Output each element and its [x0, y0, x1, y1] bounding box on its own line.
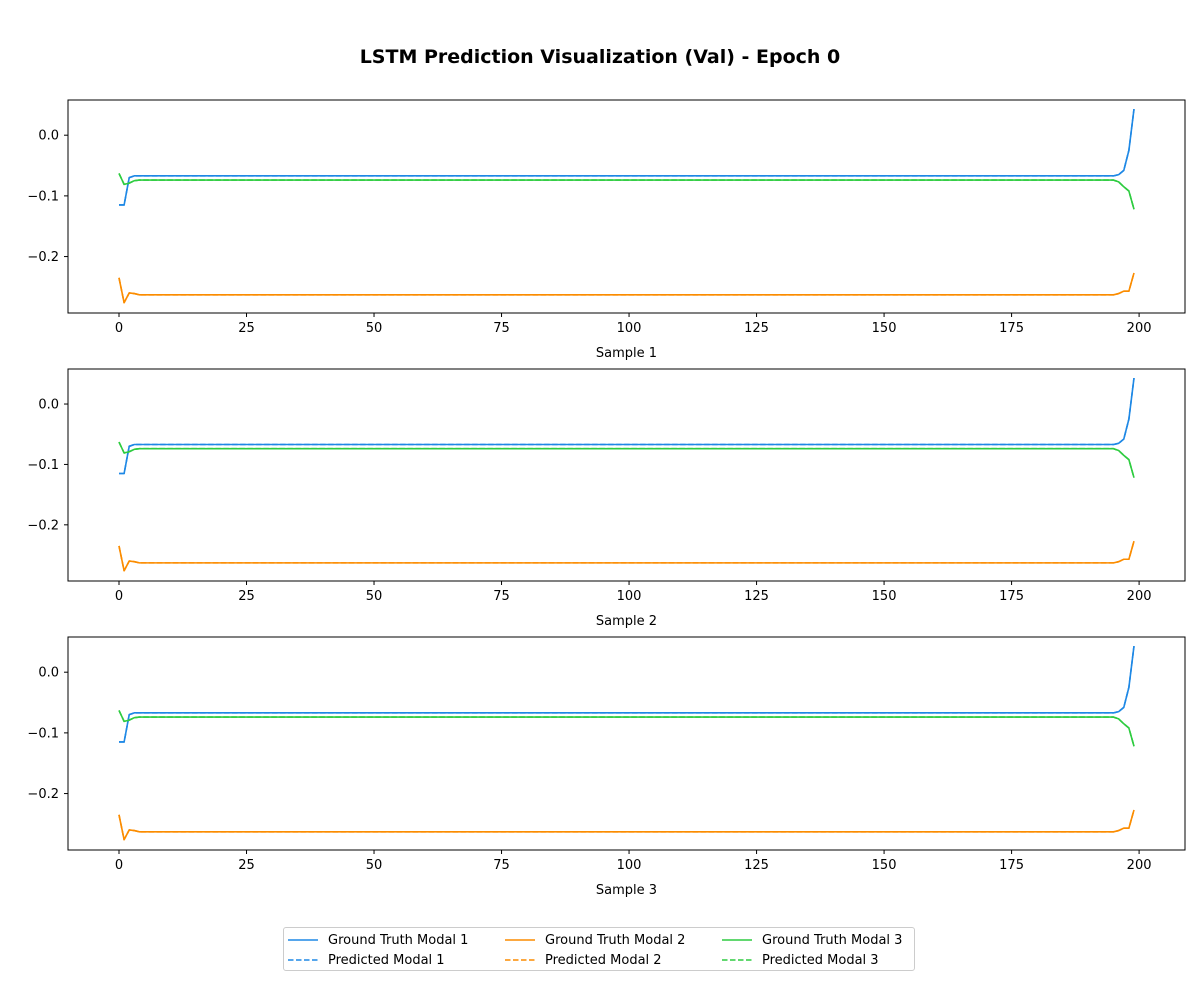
y-tick-label: −0.1: [27, 189, 59, 204]
x-axis-label: Sample 2: [596, 614, 657, 629]
x-tick-label: 25: [238, 858, 255, 873]
series-line-ground-truth-modal-1: [119, 646, 1135, 743]
chart-legend: Ground Truth Modal 1 Ground Truth Modal 2…: [283, 927, 915, 971]
y-tick-label: 0.0: [38, 666, 59, 681]
x-tick-label: 150: [872, 858, 897, 873]
x-tick-label: 100: [617, 589, 642, 604]
series-line-predicted-modal-2: [118, 272, 1135, 304]
x-axis-label: Sample 3: [596, 883, 657, 898]
x-tick-label: 75: [493, 858, 510, 873]
series-line-ground-truth-modal-1: [119, 377, 1135, 475]
y-tick-label: −0.2: [27, 250, 59, 265]
series-line-predicted-modal-3: [118, 710, 1135, 747]
x-tick-label: 200: [1127, 858, 1152, 873]
legend-label: Ground Truth Modal 1: [328, 932, 469, 948]
legend-line-swatch-icon: [288, 955, 318, 965]
x-tick-label: 150: [872, 321, 897, 336]
legend-line-swatch-icon: [288, 935, 318, 945]
figure-title: LSTM Prediction Visualization (Val) - Ep…: [359, 46, 841, 68]
x-tick-label: 100: [617, 858, 642, 873]
x-tick-label: 125: [744, 321, 769, 336]
legend-label: Ground Truth Modal 3: [762, 932, 903, 948]
plot-frame: [67, 99, 1186, 314]
y-tick-label: −0.1: [27, 726, 59, 741]
subplot-3: 0 25 50 75 100 125 150 175 200 −0.2 −0.1 0.0 Sample …: [27, 636, 1186, 898]
legend-item: Predicted Modal 3: [722, 950, 922, 970]
legend-line-swatch-icon: [505, 955, 535, 965]
legend-item: Predicted Modal 2: [505, 950, 722, 970]
x-tick-label: 25: [238, 321, 255, 336]
x-tick-label: 100: [617, 321, 642, 336]
legend-label: Predicted Modal 3: [762, 952, 879, 968]
legend-label: Predicted Modal 1: [328, 952, 445, 968]
legend-item: Ground Truth Modal 2: [505, 930, 722, 950]
series-line-predicted-modal-1: [119, 377, 1135, 475]
y-tick-label: −0.1: [27, 458, 59, 473]
series-line-predicted-modal-1: [119, 646, 1135, 743]
legend-item: Ground Truth Modal 1: [288, 930, 505, 950]
y-tick-label: 0.0: [38, 129, 59, 144]
x-tick-label: 150: [872, 589, 897, 604]
legend-item: Ground Truth Modal 3: [722, 930, 922, 950]
series-line-predicted-modal-3: [118, 173, 1135, 210]
legend-line-swatch-icon: [722, 935, 752, 945]
legend-label: Predicted Modal 2: [545, 952, 662, 968]
y-tick-label: −0.2: [27, 787, 59, 802]
x-tick-label: 125: [744, 589, 769, 604]
series-line-predicted-modal-1: [119, 109, 1135, 206]
x-tick-label: 25: [238, 589, 255, 604]
subplot-1: 0 25 50 75 100 125 150 175 200 −0.2 −0.1 0.0 Sample …: [27, 99, 1186, 361]
plot-frame: [67, 368, 1186, 582]
x-tick-label: 75: [493, 321, 510, 336]
x-tick-label: 0: [115, 589, 123, 604]
x-tick-label: 50: [366, 589, 383, 604]
x-tick-label: 175: [999, 858, 1024, 873]
series-line-predicted-modal-3: [118, 441, 1135, 478]
x-tick-label: 50: [366, 321, 383, 336]
legend-line-swatch-icon: [505, 935, 535, 945]
series-line-predicted-modal-2: [118, 540, 1135, 572]
x-axis-label: Sample 1: [596, 346, 657, 361]
series-line-ground-truth-modal-3: [118, 441, 1135, 478]
x-tick-label: 75: [493, 589, 510, 604]
x-tick-label: 175: [999, 321, 1024, 336]
legend-label: Ground Truth Modal 2: [545, 932, 686, 948]
series-line-ground-truth-modal-2: [118, 540, 1135, 572]
x-tick-label: 0: [115, 858, 123, 873]
legend-line-swatch-icon: [722, 955, 752, 965]
x-tick-label: 200: [1127, 589, 1152, 604]
series-line-ground-truth-modal-2: [118, 272, 1135, 304]
x-tick-label: 0: [115, 321, 123, 336]
x-tick-label: 50: [366, 858, 383, 873]
series-line-ground-truth-modal-1: [119, 109, 1135, 206]
plot-frame: [67, 636, 1186, 851]
y-tick-label: −0.2: [27, 518, 59, 533]
series-line-ground-truth-modal-3: [118, 710, 1135, 747]
x-tick-label: 125: [744, 858, 769, 873]
legend-item: Predicted Modal 1: [288, 950, 505, 970]
subplot-2: 0 25 50 75 100 125 150 175 200 −0.2 −0.1 0.0 Sample …: [27, 368, 1186, 629]
series-line-predicted-modal-2: [118, 809, 1135, 841]
series-line-ground-truth-modal-3: [118, 173, 1135, 210]
series-line-ground-truth-modal-2: [118, 809, 1135, 841]
x-tick-label: 175: [999, 589, 1024, 604]
x-tick-label: 200: [1127, 321, 1152, 336]
y-tick-label: 0.0: [38, 398, 59, 413]
